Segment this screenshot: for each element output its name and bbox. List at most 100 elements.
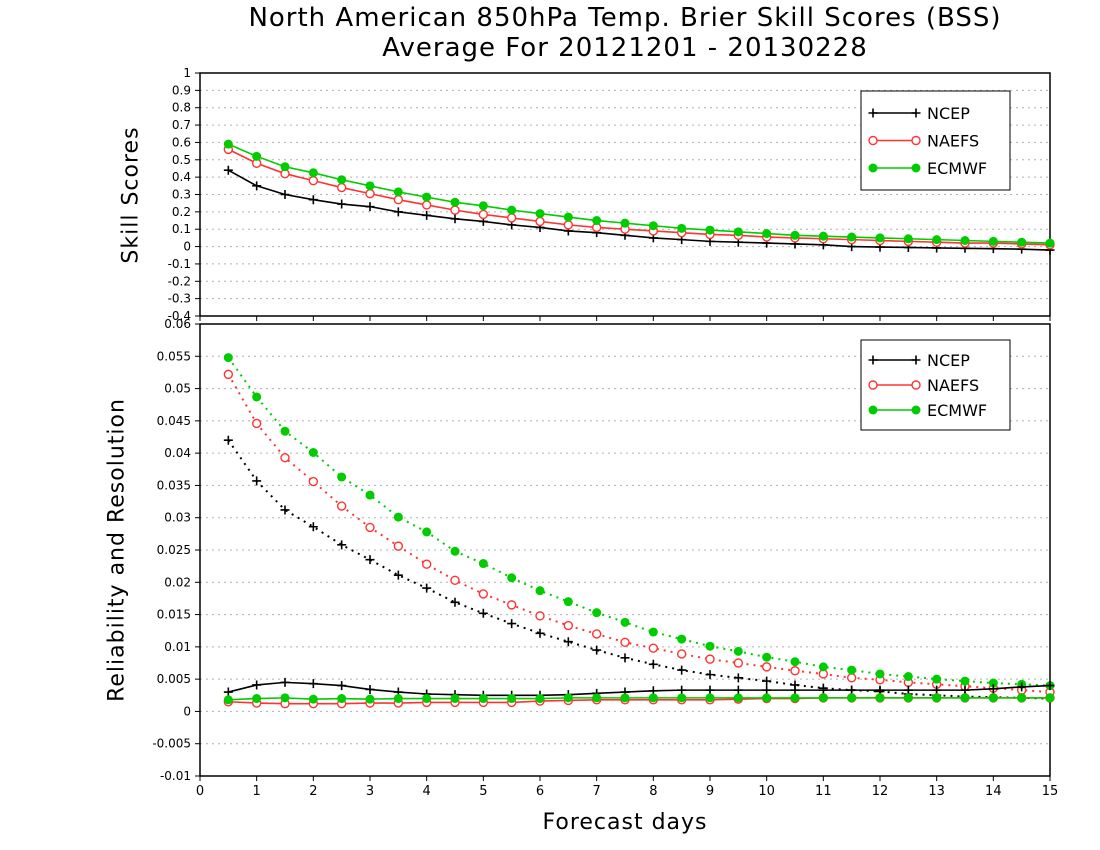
data-point [223, 369, 234, 380]
data-point [620, 693, 630, 703]
y-tick-label: -0.005 [152, 737, 191, 751]
data-point [818, 231, 828, 241]
data-point [308, 175, 319, 186]
data-point [337, 681, 347, 691]
data-point [648, 693, 658, 703]
data-point [868, 108, 878, 118]
data-point [223, 353, 233, 363]
data-point [761, 662, 772, 672]
x-tick-label: 1 [253, 784, 261, 799]
data-point [365, 555, 375, 565]
y-tick-label: 0.8 [172, 101, 191, 115]
data-point [280, 677, 290, 687]
x-tick-label: 13 [928, 784, 945, 799]
y-tick-label: 0.03 [164, 511, 191, 525]
data-point [422, 694, 432, 704]
data-point [676, 649, 687, 659]
y-tick-label: 0.9 [172, 83, 191, 97]
data-point [911, 108, 921, 118]
data-point [960, 693, 970, 703]
y-tick-label: 0.1 [172, 222, 191, 236]
data-point [421, 559, 432, 569]
y-tick-label: -0.4 [168, 309, 191, 323]
data-point [336, 182, 347, 193]
data-point [790, 693, 800, 703]
data-point [251, 418, 262, 429]
data-point [280, 505, 290, 515]
data-point [818, 662, 828, 672]
data-point [592, 693, 602, 703]
data-point [365, 684, 375, 694]
data-point [846, 673, 857, 683]
data-point [677, 685, 687, 695]
series-line [228, 681, 1051, 697]
data-point [535, 216, 545, 227]
data-point [903, 693, 913, 703]
y-tick-label: 0.005 [157, 672, 191, 686]
data-point [280, 693, 290, 703]
data-point [365, 694, 375, 704]
data-point [478, 589, 489, 599]
data-point [450, 694, 460, 704]
data-point [818, 685, 828, 695]
series-ncep-solid [223, 677, 1055, 700]
panel-1: -0.4 -0.3 -0.2 -0.1 0 0.1 0.2 0.3 0.4 0.5 0.6 0.7 0.… [168, 66, 1055, 323]
data-point [790, 230, 800, 240]
data-point [677, 634, 687, 644]
data-point [223, 687, 233, 697]
x-tick-label: 15 [1042, 784, 1059, 799]
data-point [393, 187, 403, 197]
data-point [733, 673, 743, 683]
x-tick-label: 12 [872, 784, 889, 799]
data-point [337, 175, 347, 185]
data-point [875, 669, 885, 679]
data-point [932, 674, 942, 684]
data-point [705, 693, 715, 703]
data-point [648, 643, 659, 653]
legend-label: NAEFS [927, 132, 979, 151]
data-point [591, 629, 602, 639]
data-point [903, 685, 913, 695]
series-ncep-dotted [223, 435, 1055, 704]
data-point [648, 659, 658, 669]
data-point [911, 135, 921, 146]
data-point [223, 695, 233, 705]
data-point [308, 195, 318, 205]
data-point [1017, 693, 1027, 703]
data-point [252, 694, 262, 704]
data-point [365, 490, 375, 500]
data-point [620, 218, 630, 228]
y-tick-label: 0.02 [164, 575, 191, 589]
data-point [762, 685, 772, 695]
data-point [337, 199, 347, 209]
data-point [450, 575, 460, 586]
data-point [506, 213, 517, 223]
y-tick-label: 0.045 [157, 414, 191, 428]
data-point [365, 181, 375, 191]
y-tick-label: 0.015 [157, 608, 191, 622]
data-point [932, 235, 942, 245]
data-point [911, 163, 921, 173]
data-point [535, 628, 545, 638]
data-point [337, 540, 347, 550]
x-tick-label: 6 [536, 784, 544, 799]
data-point [733, 693, 743, 703]
data-point [960, 685, 970, 695]
data-point [422, 210, 432, 220]
data-point [648, 627, 658, 637]
data-point [422, 527, 432, 537]
data-point [790, 666, 800, 676]
data-point [733, 646, 743, 656]
data-point [393, 694, 403, 704]
data-point [280, 426, 290, 436]
x-tick-label: 3 [366, 784, 374, 799]
y-tick-label: -0.1 [168, 257, 191, 271]
data-point [960, 676, 970, 686]
y-tick-label: 0.01 [164, 640, 191, 654]
data-point [393, 195, 404, 205]
y-tick-label: 0.06 [164, 317, 191, 331]
data-point [535, 209, 545, 219]
data-point [308, 476, 319, 487]
data-point [478, 209, 489, 220]
data-point [252, 680, 262, 690]
